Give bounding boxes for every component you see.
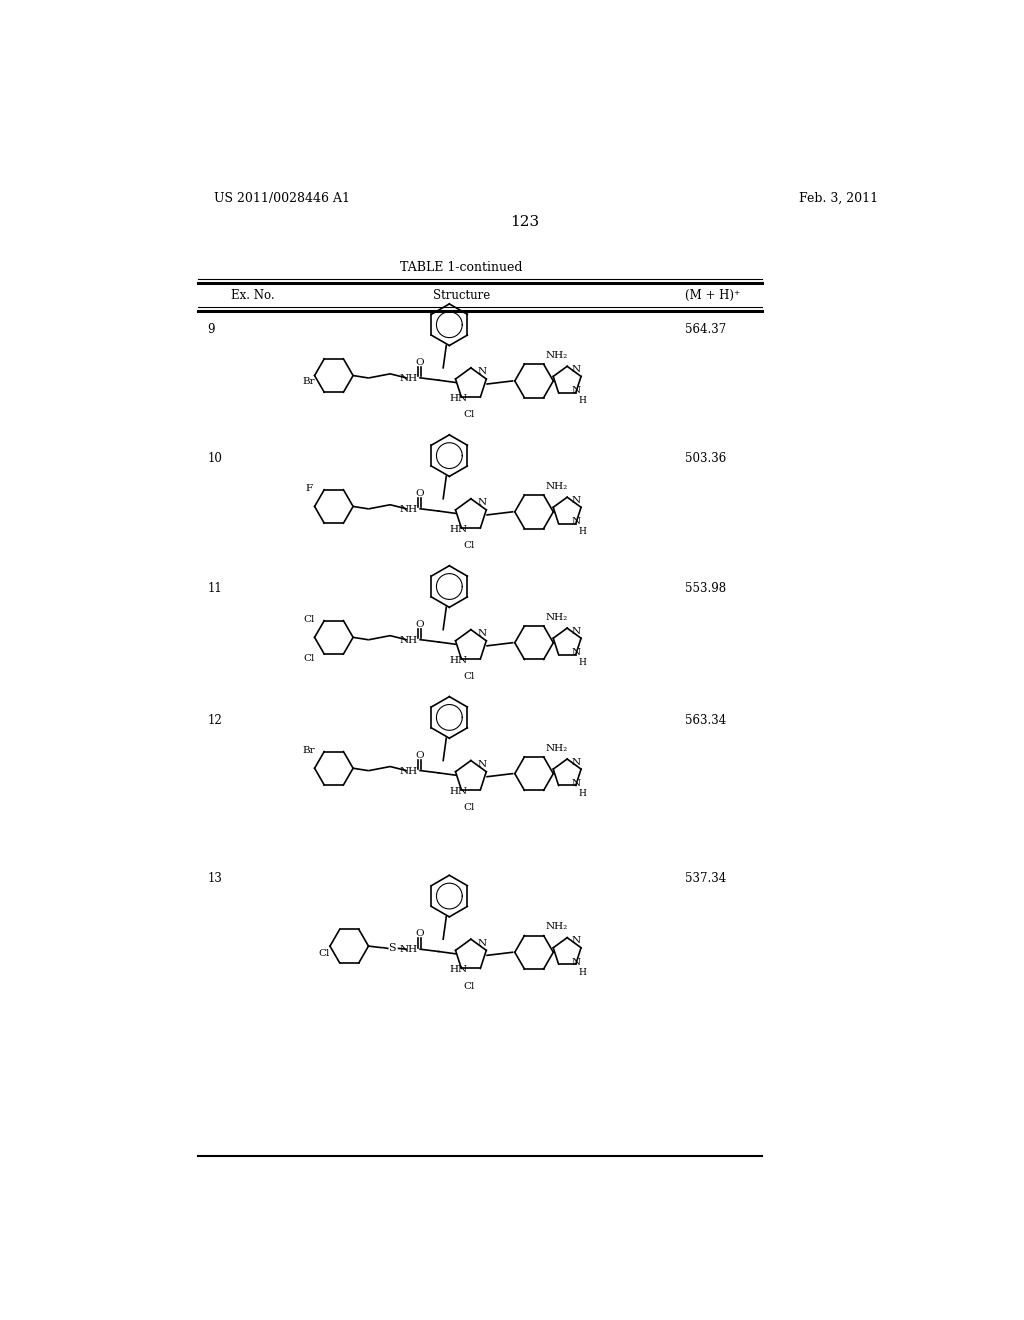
Text: NH: NH xyxy=(399,945,418,954)
Text: Ex. No.: Ex. No. xyxy=(230,289,274,302)
Text: H: H xyxy=(579,396,587,405)
Text: Cl: Cl xyxy=(463,411,474,420)
Text: NH: NH xyxy=(399,767,418,776)
Text: 11: 11 xyxy=(208,582,222,594)
Text: 123: 123 xyxy=(510,215,540,230)
Text: HN: HN xyxy=(450,395,468,403)
Text: NH: NH xyxy=(399,374,418,383)
Text: (M + H)⁺: (M + H)⁺ xyxy=(685,289,740,302)
Text: O: O xyxy=(415,751,424,759)
Text: 10: 10 xyxy=(208,453,222,465)
Text: N: N xyxy=(477,367,486,376)
Text: H: H xyxy=(579,789,587,799)
Text: N: N xyxy=(477,498,486,507)
Text: 553.98: 553.98 xyxy=(685,582,726,594)
Text: N: N xyxy=(477,630,486,638)
Text: HN: HN xyxy=(450,656,468,665)
Text: Br: Br xyxy=(302,378,314,387)
Text: 9: 9 xyxy=(208,323,215,335)
Text: NH: NH xyxy=(399,506,418,513)
Text: Cl: Cl xyxy=(463,541,474,550)
Text: 564.37: 564.37 xyxy=(685,323,726,335)
Text: N: N xyxy=(571,364,581,374)
Text: N: N xyxy=(571,958,581,966)
Text: HN: HN xyxy=(450,525,468,535)
Text: TABLE 1-continued: TABLE 1-continued xyxy=(400,261,523,275)
Text: N: N xyxy=(571,517,581,527)
Text: NH₂: NH₂ xyxy=(546,482,568,491)
Text: NH: NH xyxy=(399,636,418,645)
Text: NH₂: NH₂ xyxy=(546,612,568,622)
Text: O: O xyxy=(415,620,424,628)
Text: N: N xyxy=(571,496,581,504)
Text: Cl: Cl xyxy=(318,949,330,958)
Text: Cl: Cl xyxy=(463,803,474,812)
Text: HN: HN xyxy=(450,965,468,974)
Text: Br: Br xyxy=(303,746,315,755)
Text: N: N xyxy=(571,758,581,767)
Text: N: N xyxy=(477,939,486,948)
Text: 503.36: 503.36 xyxy=(685,453,726,465)
Text: HN: HN xyxy=(450,787,468,796)
Text: 12: 12 xyxy=(208,714,222,727)
Text: Cl: Cl xyxy=(463,672,474,681)
Text: N: N xyxy=(571,648,581,657)
Text: H: H xyxy=(579,968,587,977)
Text: Feb. 3, 2011: Feb. 3, 2011 xyxy=(799,191,878,205)
Text: US 2011/0028446 A1: US 2011/0028446 A1 xyxy=(214,191,350,205)
Text: S: S xyxy=(388,944,395,953)
Text: Cl: Cl xyxy=(463,982,474,990)
Text: N: N xyxy=(571,387,581,396)
Text: O: O xyxy=(415,358,424,367)
Text: NH₂: NH₂ xyxy=(546,923,568,932)
Text: H: H xyxy=(579,528,587,536)
Text: N: N xyxy=(571,627,581,636)
Text: F: F xyxy=(305,484,312,494)
Text: 563.34: 563.34 xyxy=(685,714,726,727)
Text: H: H xyxy=(579,659,587,667)
Text: N: N xyxy=(571,936,581,945)
Text: O: O xyxy=(415,488,424,498)
Text: O: O xyxy=(415,929,424,939)
Text: NH₂: NH₂ xyxy=(546,351,568,360)
Text: Cl: Cl xyxy=(303,615,315,624)
Text: N: N xyxy=(477,760,486,768)
Text: Cl: Cl xyxy=(303,655,315,664)
Text: 537.34: 537.34 xyxy=(685,871,726,884)
Text: N: N xyxy=(571,779,581,788)
Text: Structure: Structure xyxy=(433,289,490,302)
Text: 13: 13 xyxy=(208,871,222,884)
Text: NH₂: NH₂ xyxy=(546,743,568,752)
